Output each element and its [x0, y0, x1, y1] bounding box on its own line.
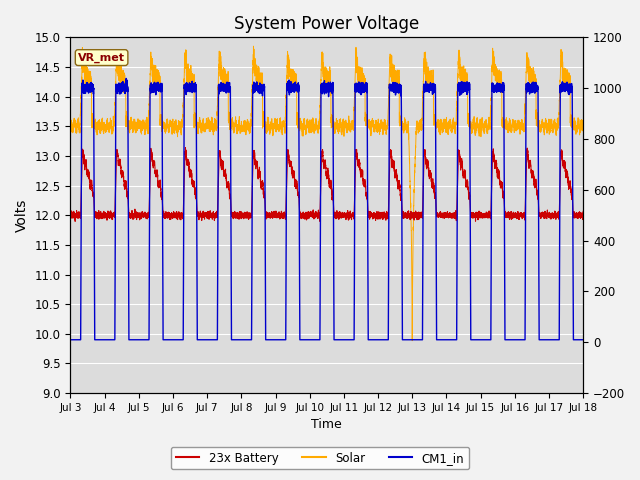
Text: VR_met: VR_met: [78, 52, 125, 63]
Legend: 23x Battery, Solar, CM1_in: 23x Battery, Solar, CM1_in: [171, 447, 469, 469]
Y-axis label: Volts: Volts: [15, 199, 29, 232]
Title: System Power Voltage: System Power Voltage: [234, 15, 419, 33]
X-axis label: Time: Time: [312, 419, 342, 432]
